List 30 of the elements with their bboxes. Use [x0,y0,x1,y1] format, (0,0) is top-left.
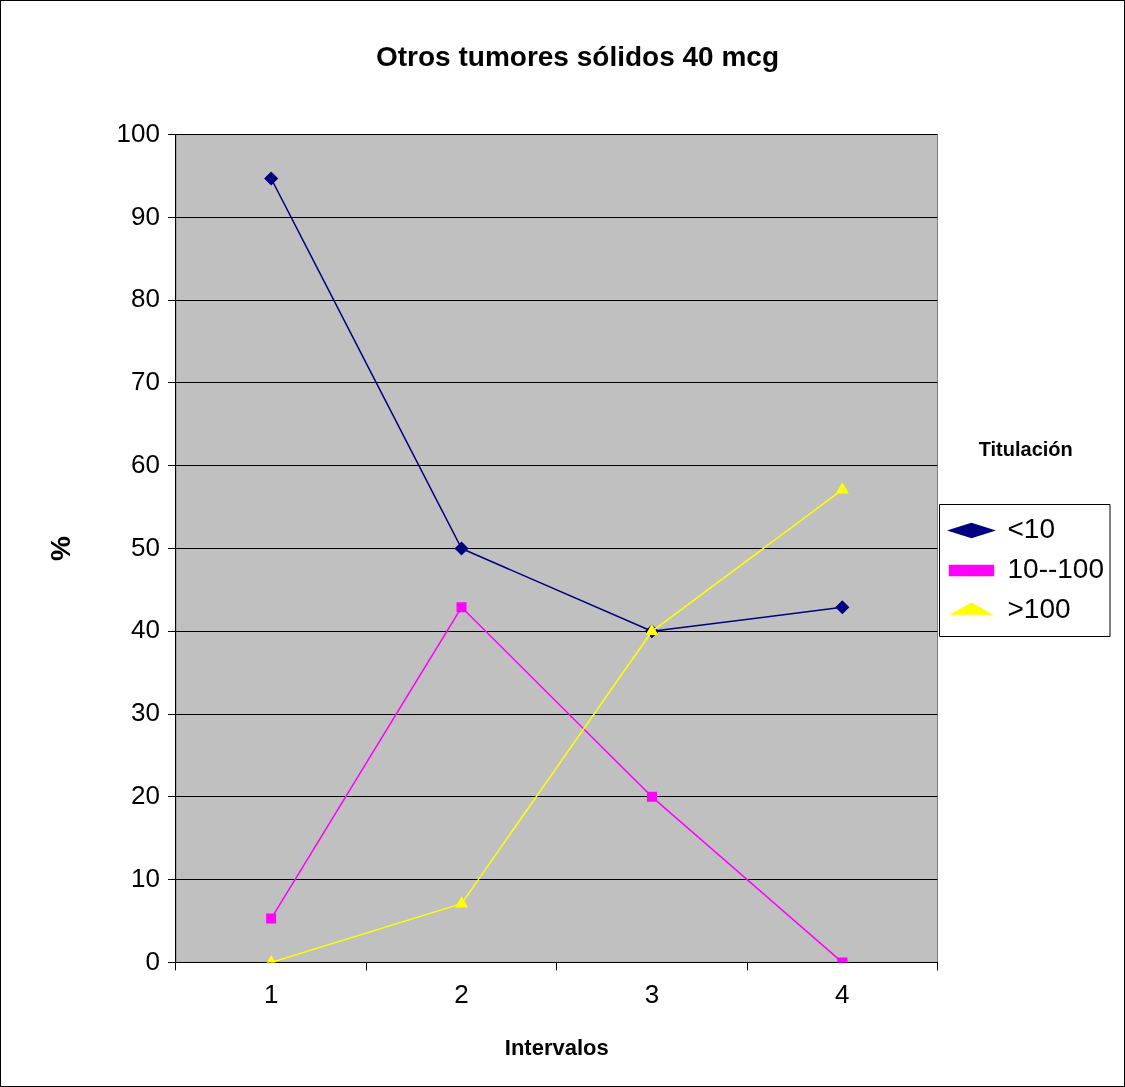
y-tick-label: 100 [116,117,160,148]
y-tick-label: 30 [131,697,160,728]
x-axis-title: Intervalos [504,1034,609,1060]
point [646,791,657,802]
point [836,482,849,494]
legend-label: >100 [1007,593,1071,625]
x-tick-label: 3 [644,979,660,1010]
x-tick-label: 4 [835,979,850,1010]
y-tick-label: 0 [145,945,160,976]
point [266,913,277,924]
point [456,602,467,613]
x-tick-label: 1 [263,979,279,1010]
y-tick-label: 10 [131,862,160,893]
chart-title: Otros tumores sólidos 40 mcg [376,40,779,72]
point [835,600,850,615]
y-tick-label: 80 [131,283,160,314]
y-axis-title: % [44,535,76,561]
y-tick-label: 90 [131,200,160,231]
point [454,541,469,556]
legend-label: 10--100 [1007,553,1105,585]
y-tick-label: 70 [131,366,160,397]
legend-title: Titulación [978,438,1073,461]
y-tick-label: 50 [131,531,160,562]
point [264,171,278,186]
x-tick-label: 2 [454,979,469,1010]
point [455,896,468,908]
y-tick-label: 20 [131,780,160,811]
legend-label: <10 [1007,513,1055,545]
y-tick-label: 60 [131,448,160,479]
y-tick-label: 40 [131,614,160,645]
